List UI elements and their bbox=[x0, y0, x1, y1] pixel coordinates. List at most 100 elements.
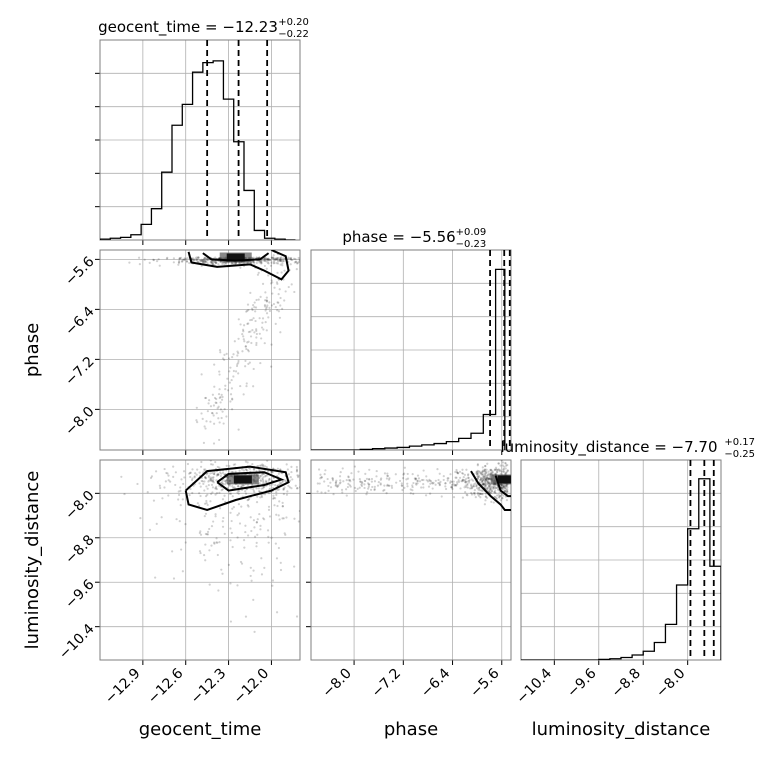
scatter-point bbox=[479, 492, 482, 496]
scatter-point bbox=[462, 475, 465, 479]
scatter-point bbox=[230, 262, 233, 265]
scatter-point bbox=[199, 260, 202, 263]
scatter-point bbox=[477, 476, 480, 479]
scatter-point bbox=[209, 460, 212, 462]
scatter-point bbox=[199, 465, 203, 468]
scatter-point bbox=[506, 489, 509, 492]
scatter-point bbox=[276, 488, 279, 492]
scatter-point bbox=[237, 503, 241, 506]
scatter-point bbox=[297, 260, 300, 264]
density-peak bbox=[497, 475, 511, 484]
scatter-point bbox=[249, 335, 253, 338]
scatter-point bbox=[172, 257, 176, 260]
scatter-point bbox=[277, 483, 281, 486]
scatter-point bbox=[264, 479, 268, 482]
scatter-point bbox=[268, 478, 271, 481]
scatter-point bbox=[484, 495, 488, 498]
scatter-point bbox=[220, 481, 223, 484]
scatter-point bbox=[272, 257, 275, 260]
scatter-point bbox=[488, 477, 491, 480]
scatter-point bbox=[203, 489, 206, 492]
scatter-point bbox=[275, 262, 278, 265]
scatter-point bbox=[464, 481, 467, 484]
scatter-point bbox=[371, 485, 374, 489]
scatter-point bbox=[297, 520, 300, 523]
scatter-point bbox=[265, 307, 268, 310]
scatter-point bbox=[425, 475, 428, 478]
scatter-point bbox=[323, 480, 326, 483]
scatter-point bbox=[500, 493, 503, 496]
scatter-point bbox=[416, 479, 419, 482]
scatter-point bbox=[279, 258, 282, 262]
scatter-point bbox=[502, 485, 505, 488]
scatter-point bbox=[258, 489, 261, 493]
scatter-point bbox=[255, 343, 258, 347]
scatter-point bbox=[468, 487, 472, 490]
scatter-point bbox=[279, 296, 282, 300]
scatter-point bbox=[247, 350, 250, 353]
scatter-point bbox=[498, 469, 501, 473]
scatter-point bbox=[493, 491, 496, 494]
scatter-point bbox=[199, 494, 202, 498]
scatter-point bbox=[288, 479, 292, 482]
scatter-point bbox=[204, 260, 207, 263]
scatter-point bbox=[497, 462, 500, 465]
scatter-point bbox=[281, 481, 284, 484]
scatter-point bbox=[210, 260, 213, 264]
scatter-point bbox=[261, 465, 265, 468]
scatter-point bbox=[386, 474, 389, 477]
scatter-point bbox=[242, 335, 245, 338]
scatter-point bbox=[490, 468, 493, 471]
scatter-point bbox=[318, 482, 321, 485]
scatter-point bbox=[257, 464, 260, 468]
scatter-point bbox=[376, 484, 380, 487]
scatter-point bbox=[297, 476, 300, 479]
scatter-point bbox=[482, 482, 485, 485]
scatter-point bbox=[215, 412, 218, 415]
scatter-point bbox=[172, 465, 175, 468]
scatter-point bbox=[304, 466, 306, 468]
scatter-point bbox=[208, 583, 211, 586]
scatter-point bbox=[373, 487, 376, 491]
scatter-point bbox=[251, 308, 254, 312]
scatter-point bbox=[286, 468, 289, 471]
scatter-point bbox=[246, 341, 249, 344]
scatter-point bbox=[249, 291, 252, 294]
scatter-point bbox=[367, 485, 370, 488]
scatter-point bbox=[285, 493, 289, 496]
scatter-point bbox=[475, 472, 479, 475]
scatter-point bbox=[339, 471, 342, 474]
scatter-point bbox=[214, 460, 217, 464]
scatter-point bbox=[263, 264, 266, 268]
scatter-point bbox=[255, 341, 258, 345]
scatter-point bbox=[307, 501, 309, 503]
scatter-point bbox=[281, 505, 284, 508]
scatter-point bbox=[484, 483, 487, 486]
scatter-point bbox=[219, 474, 222, 478]
scatter-point bbox=[489, 486, 492, 489]
scatter-point bbox=[476, 477, 479, 480]
scatter-point bbox=[307, 520, 309, 522]
scatter-point bbox=[166, 472, 169, 475]
scatter-point bbox=[213, 422, 216, 425]
scatter-point bbox=[293, 261, 296, 264]
scatter-point bbox=[341, 491, 344, 494]
scatter-point bbox=[211, 486, 215, 489]
panel-geocent_time-luminosity_distance: −12.9 −12.6 −12.3 −12.0 −10.4 −9.6 −8.8 −8.0 bbox=[56, 459, 301, 707]
scatter-point bbox=[199, 259, 202, 262]
scatter-point bbox=[252, 260, 255, 263]
scatter-point bbox=[216, 473, 219, 476]
scatter-point bbox=[281, 307, 284, 310]
scatter-point bbox=[252, 256, 255, 259]
scatter-point bbox=[458, 476, 462, 479]
scatter-point bbox=[194, 257, 197, 260]
scatter-point bbox=[238, 522, 242, 525]
scatter-point bbox=[420, 478, 424, 482]
scatter-point bbox=[225, 481, 228, 484]
scatter-point bbox=[220, 568, 223, 571]
scatter-point bbox=[257, 271, 260, 274]
scatter-point bbox=[203, 257, 206, 260]
scatter-point bbox=[414, 477, 418, 480]
scatter-point bbox=[267, 492, 271, 495]
scatter-point bbox=[255, 329, 258, 332]
